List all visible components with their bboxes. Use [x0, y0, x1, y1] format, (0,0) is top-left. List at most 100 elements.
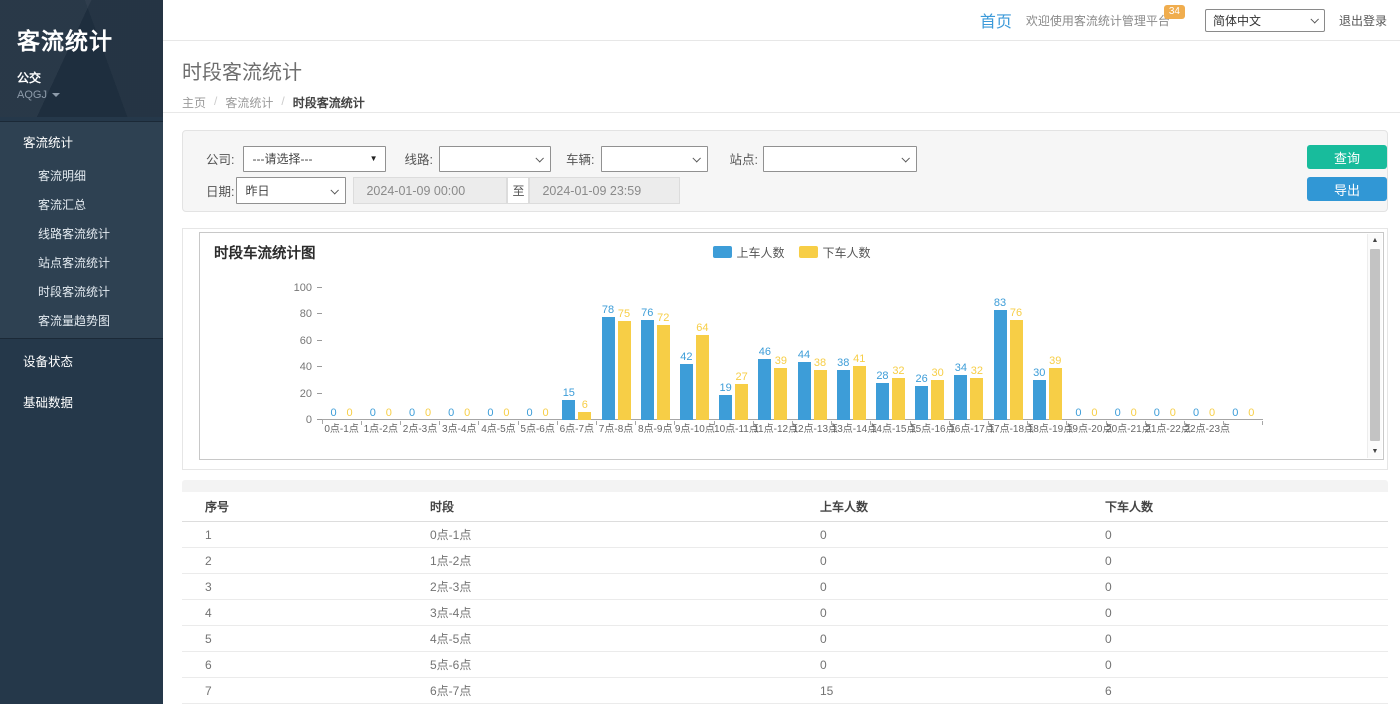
home-link[interactable]: 首页 [980, 8, 1012, 32]
sidebar-item-客流统计[interactable]: 客流统计 [0, 121, 163, 161]
notification-badge[interactable]: 34 [1164, 5, 1185, 19]
date-preset-select[interactable]: 昨日 [236, 177, 346, 204]
bar-value-label: 30 [932, 367, 944, 379]
bar-下车人数[interactable]: 72 [657, 325, 670, 420]
bar-上车人数[interactable]: 15 [562, 400, 575, 420]
logout-link[interactable]: 退出登录 [1339, 12, 1387, 29]
sidebar-menu: 客流统计客流明细客流汇总线路客流统计站点客流统计时段客流统计客流量趋势图设备状态… [0, 121, 163, 421]
bar-下车人数[interactable]: 6 [578, 412, 591, 420]
chart-scrollbar[interactable]: ▲ ▼ [1367, 234, 1382, 458]
chart-plot-area: 020406080100 000000000000156787576724264… [200, 288, 1263, 436]
bar-value-label: 44 [798, 349, 810, 361]
bar-下车人数[interactable]: 39 [774, 368, 787, 419]
sidebar-item-客流量趋势图[interactable]: 客流量趋势图 [0, 306, 163, 339]
sidebar-item-时段客流统计-active[interactable]: 时段客流统计 [0, 277, 163, 306]
vehicle-select[interactable] [601, 146, 708, 172]
x-tick-label: 15点-16点 [910, 424, 949, 436]
sidebar-item-基础数据[interactable]: 基础数据 [0, 382, 163, 421]
x-tick-label: 21点-22点 [1145, 424, 1184, 436]
breadcrumb-home[interactable]: 主页 [182, 94, 206, 111]
bar-上车人数[interactable]: 19 [719, 395, 732, 420]
line-label: 线路: [404, 149, 432, 168]
y-tick-label: 40 [300, 361, 312, 373]
bar-group-8点-9点: 7672 [636, 288, 675, 420]
bar-group-23点-24点: 00 [1224, 288, 1263, 420]
filter-row-2: 日期: 昨日 2024-01-09 00:00 至 2024-01-09 23:… [206, 177, 1387, 204]
bar-value-label: 0 [1115, 407, 1121, 419]
time-period-table: 序号时段上车人数下车人数 10点-1点0021点-2点0032点-3点0043点… [182, 492, 1388, 704]
org-code-dropdown[interactable]: AQGJ [17, 89, 163, 101]
x-tick-label: 4点-5点 [479, 424, 518, 436]
bar-value-label: 0 [464, 407, 470, 419]
bar-上车人数[interactable]: 30 [1033, 380, 1046, 420]
bar-下车人数[interactable]: 30 [931, 380, 944, 420]
filter-row-1: 公司: ---请选择--- ▼ 线路: 车辆: 站点: [206, 145, 1387, 172]
bar-下车人数[interactable]: 64 [696, 335, 709, 419]
bar-group-3点-4点: 00 [440, 288, 479, 420]
bar-上车人数[interactable]: 83 [994, 310, 1007, 420]
legend-item-上车人数[interactable]: 上车人数 [712, 244, 784, 261]
bar-上车人数[interactable]: 46 [758, 359, 771, 420]
bar-下车人数[interactable]: 41 [853, 366, 866, 420]
breadcrumb-section[interactable]: 客流统计 [225, 94, 273, 111]
bar-上车人数[interactable]: 38 [837, 370, 850, 420]
bar-上车人数[interactable]: 78 [602, 317, 615, 420]
bar-上车人数[interactable]: 26 [915, 386, 928, 420]
bar-group-15点-16点: 2630 [910, 288, 949, 420]
table-cell: 0 [820, 522, 1105, 548]
table-cell: 3 [182, 574, 430, 600]
sidebar-item-线路客流统计[interactable]: 线路客流统计 [0, 219, 163, 248]
bar-value-label: 0 [1154, 407, 1160, 419]
legend-item-下车人数[interactable]: 下车人数 [799, 244, 871, 261]
company-select[interactable]: ---请选择--- ▼ [243, 146, 386, 172]
scrollbar-down-arrow-icon[interactable]: ▼ [1368, 445, 1382, 458]
bar-value-label: 39 [1049, 355, 1061, 367]
line-select[interactable] [439, 146, 551, 172]
table-header-row: 序号时段上车人数下车人数 [182, 492, 1388, 522]
bar-下车人数[interactable]: 75 [618, 321, 631, 420]
date-from-input[interactable]: 2024-01-09 00:00 [353, 177, 507, 204]
bar-下车人数[interactable]: 32 [970, 378, 983, 420]
bar-group-16点-17点: 3432 [949, 288, 988, 420]
bar-下车人数[interactable]: 39 [1049, 368, 1062, 419]
language-select[interactable]: 简体中文 [1205, 9, 1325, 32]
sidebar-item-客流明细[interactable]: 客流明细 [0, 161, 163, 190]
sidebar-item-客流汇总[interactable]: 客流汇总 [0, 190, 163, 219]
bar-上车人数[interactable]: 42 [680, 364, 693, 419]
app-title: 客流统计 [17, 22, 163, 56]
table-cell: 6 [1105, 678, 1388, 704]
x-tick-label: 19点-20点 [1067, 424, 1106, 436]
bar-group-19点-20点: 00 [1067, 288, 1106, 420]
chevron-down-icon [901, 154, 909, 162]
sidebar-item-站点客流统计[interactable]: 站点客流统计 [0, 248, 163, 277]
sidebar-item-设备状态[interactable]: 设备状态 [0, 341, 163, 380]
bar-value-label: 78 [602, 304, 614, 316]
table-cell: 0 [820, 600, 1105, 626]
bar-上车人数[interactable]: 44 [798, 362, 811, 420]
bar-group-1点-2点: 00 [361, 288, 400, 420]
bar-上车人数[interactable]: 28 [876, 383, 889, 420]
table-cell: 2点-3点 [430, 574, 820, 600]
bar-下车人数[interactable]: 76 [1010, 320, 1023, 420]
scrollbar-thumb[interactable] [1370, 249, 1380, 441]
table-row: 54点-5点00 [182, 626, 1388, 652]
x-tick-label: 20点-21点 [1106, 424, 1145, 436]
bar-value-label: 0 [543, 407, 549, 419]
chart-container: 时段车流统计图 上车人数下车人数 020406080100 0000000000… [199, 232, 1384, 460]
date-to-input[interactable]: 2024-01-09 23:59 [529, 177, 680, 204]
bar-value-label: 0 [370, 407, 376, 419]
bar-下车人数[interactable]: 38 [814, 370, 827, 420]
bar-下车人数[interactable]: 32 [892, 378, 905, 420]
station-select[interactable] [763, 146, 917, 172]
bar-上车人数[interactable]: 76 [641, 320, 654, 420]
vehicle-label: 车辆: [566, 149, 594, 168]
bar-上车人数[interactable]: 34 [954, 375, 967, 420]
y-tick-label: 20 [300, 388, 312, 400]
export-button[interactable]: 导出 [1307, 177, 1387, 201]
x-tick-label: 18点-19点 [1028, 424, 1067, 436]
bar-下车人数[interactable]: 27 [735, 384, 748, 420]
bar-group-2点-3点: 00 [400, 288, 439, 420]
scrollbar-up-arrow-icon[interactable]: ▲ [1368, 234, 1382, 247]
table-cell: 0 [1105, 600, 1388, 626]
query-button[interactable]: 查询 [1307, 145, 1387, 169]
